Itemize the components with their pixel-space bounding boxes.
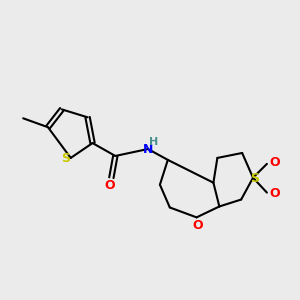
Text: N: N [143,142,153,155]
Text: O: O [269,187,280,200]
Text: O: O [192,219,203,232]
Text: H: H [149,137,159,147]
Text: S: S [61,152,70,165]
Text: O: O [104,179,115,192]
Text: S: S [250,172,260,185]
Text: O: O [269,156,280,170]
